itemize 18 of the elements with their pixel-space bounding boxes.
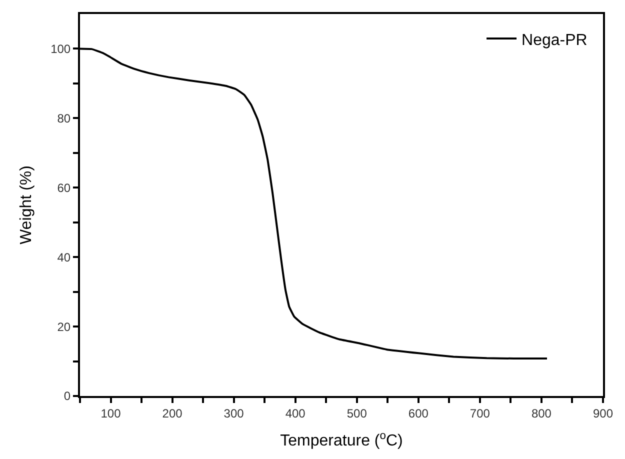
x-tick-label: 300 xyxy=(224,406,244,420)
y-tick-label: 20 xyxy=(57,320,71,334)
x-tick-label: 100 xyxy=(100,406,122,420)
x-tick-label: 800 xyxy=(531,406,552,420)
x-axis-title: Temperature ($^{o}$C) xyxy=(280,430,403,450)
legend-label: Nega-PR xyxy=(522,32,588,49)
x-tick-label: 200 xyxy=(162,406,183,420)
y-axis-title: Weight (%) xyxy=(18,166,35,244)
x-tick-label: 400 xyxy=(285,406,306,420)
y-tick-label: 40 xyxy=(57,250,71,264)
y-tick-label: 0 xyxy=(64,389,71,404)
x-tick-label: 900 xyxy=(592,406,614,420)
y-tick-label: 100 xyxy=(50,42,71,56)
x-tick-label: 500 xyxy=(346,406,368,420)
y-tick-label: 80 xyxy=(57,111,71,126)
x-tick-label: 700 xyxy=(470,406,490,420)
y-tick-label: 60 xyxy=(57,180,71,195)
x-tick-label: 600 xyxy=(408,406,429,420)
